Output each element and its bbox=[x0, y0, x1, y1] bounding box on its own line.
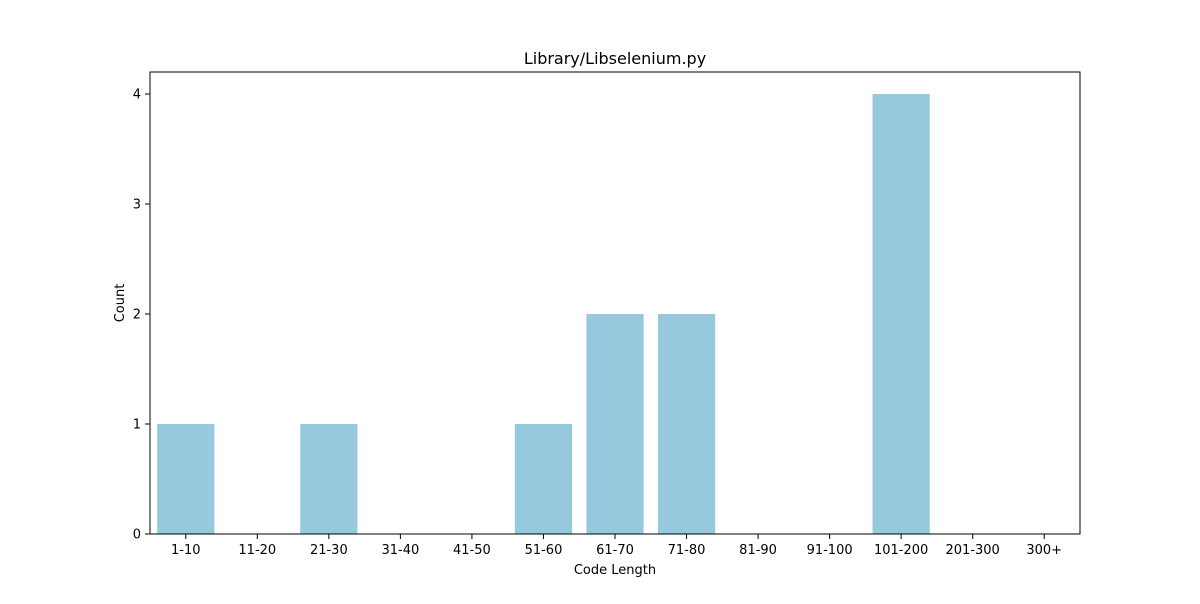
y-tick-label: 1 bbox=[133, 418, 141, 433]
bar-1-10 bbox=[157, 424, 215, 534]
bar-101-200 bbox=[872, 94, 930, 534]
bar-71-80 bbox=[657, 314, 716, 534]
bar-21-30 bbox=[300, 424, 358, 534]
x-tick-label: 300+ bbox=[1026, 543, 1062, 558]
x-tick-label: 81-90 bbox=[739, 543, 777, 558]
bar-61-70 bbox=[586, 314, 644, 534]
x-axis-label: Code Length bbox=[574, 563, 656, 578]
y-tick-label: 2 bbox=[133, 308, 141, 323]
y-tick-label: 3 bbox=[133, 198, 141, 213]
x-tick-label: 71-80 bbox=[668, 543, 706, 558]
y-tick-label: 0 bbox=[133, 528, 141, 543]
x-tick-label: 41-50 bbox=[453, 543, 491, 558]
x-tick-label: 21-30 bbox=[310, 543, 348, 558]
x-tick-label: 201-300 bbox=[946, 543, 1000, 558]
x-tick-label: 11-20 bbox=[238, 543, 276, 558]
x-tick-label: 61-70 bbox=[596, 543, 634, 558]
bar-51-60 bbox=[514, 424, 573, 534]
y-axis-label: Count bbox=[113, 284, 128, 323]
y-axis-ticks: 0 1 2 3 4 bbox=[133, 88, 150, 543]
x-tick-label: 91-100 bbox=[807, 543, 853, 558]
x-tick-label: 51-60 bbox=[525, 543, 563, 558]
x-tick-label: 101-200 bbox=[874, 543, 928, 558]
plot-frame bbox=[149, 71, 1081, 535]
x-tick-label: 31-40 bbox=[381, 543, 419, 558]
chart-title: Library/Libselenium.py bbox=[524, 49, 706, 68]
y-tick-label: 4 bbox=[133, 88, 141, 103]
x-axis-ticks: 1-10 11-20 21-30 31-40 41-50 51-60 61-70 71-80 8… bbox=[171, 534, 1062, 558]
x-tick-label: 1-10 bbox=[171, 543, 201, 558]
bars-layer bbox=[157, 94, 930, 534]
